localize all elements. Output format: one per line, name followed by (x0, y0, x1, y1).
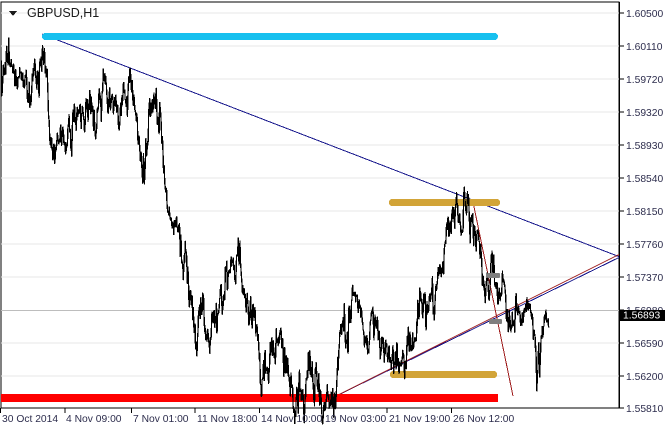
svg-text:1.58540: 1.58540 (626, 174, 663, 185)
svg-text:26 Nov 12:00: 26 Nov 12:00 (453, 414, 515, 425)
svg-text:7 Nov 01:00: 7 Nov 01:00 (133, 414, 189, 425)
svg-text:1.60500: 1.60500 (626, 9, 663, 20)
svg-text:1.59720: 1.59720 (626, 75, 663, 86)
svg-text:4 Nov 09:00: 4 Nov 09:00 (66, 414, 122, 425)
svg-text:19 Nov 03:00: 19 Nov 03:00 (325, 414, 387, 425)
svg-text:1.57370: 1.57370 (626, 273, 663, 284)
svg-text:21 Nov 19:00: 21 Nov 19:00 (389, 414, 451, 425)
svg-text:30 Oct 2014: 30 Oct 2014 (2, 414, 58, 425)
svg-text:GBPUSD,H1: GBPUSD,H1 (27, 6, 99, 20)
svg-text:1.58930: 1.58930 (626, 141, 663, 152)
svg-text:1.56590: 1.56590 (626, 339, 663, 350)
svg-text:1.57760: 1.57760 (626, 240, 663, 251)
svg-text:14 Nov 10:00: 14 Nov 10:00 (261, 414, 323, 425)
svg-text:1.59320: 1.59320 (626, 108, 663, 119)
svg-text:1.56200: 1.56200 (626, 372, 663, 383)
svg-text:1.55810: 1.55810 (626, 404, 663, 415)
svg-text:1.58150: 1.58150 (626, 207, 663, 218)
svg-text:1.56893: 1.56893 (623, 311, 660, 322)
svg-text:11 Nov 18:00: 11 Nov 18:00 (197, 414, 258, 425)
svg-text:1.60110: 1.60110 (626, 42, 663, 53)
